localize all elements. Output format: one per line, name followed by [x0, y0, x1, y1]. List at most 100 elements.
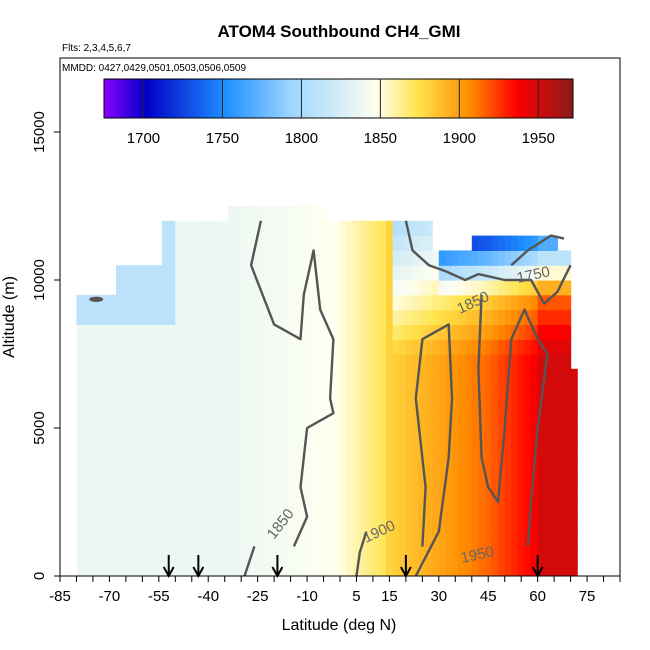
- heatmap-cell: [471, 457, 479, 473]
- heatmap-cell: [168, 442, 176, 459]
- heatmap-cell: [274, 413, 282, 429]
- heatmap-cell: [83, 309, 91, 325]
- heatmap-cell: [313, 546, 321, 562]
- heatmap-cell: [366, 487, 374, 503]
- heatmap-cell: [228, 487, 236, 503]
- heatmap-cell: [307, 516, 315, 533]
- heatmap-cell: [109, 516, 117, 533]
- heatmap-cell: [346, 309, 354, 325]
- heatmap-cell: [116, 383, 124, 399]
- y-tick-label: 10000: [31, 259, 48, 301]
- heatmap-cell: [386, 531, 394, 547]
- heatmap-cell: [445, 413, 453, 429]
- heatmap-cell: [76, 561, 84, 576]
- heatmap-cell: [498, 531, 506, 547]
- heatmap-cell: [465, 265, 473, 281]
- heatmap-cell: [129, 487, 137, 503]
- heatmap-cell: [280, 383, 288, 399]
- heatmap-cell: [359, 487, 367, 503]
- heatmap-cell: [195, 354, 203, 370]
- heatmap-cell: [452, 383, 460, 399]
- heatmap-cell: [162, 531, 170, 547]
- heatmap-cell: [208, 428, 216, 444]
- x-tick-label: 5: [352, 588, 360, 605]
- heatmap-cell: [438, 309, 446, 325]
- heatmap-cell: [89, 472, 97, 488]
- heatmap-cell: [293, 428, 302, 444]
- heatmap-cell: [76, 398, 84, 414]
- heatmap-cell: [214, 398, 222, 414]
- heatmap-cell: [234, 502, 242, 518]
- heatmap-cell: [353, 324, 361, 340]
- heatmap-cell: [89, 339, 97, 355]
- heatmap-cell: [307, 531, 315, 547]
- heatmap-cell: [326, 442, 334, 459]
- heatmap-cell: [386, 235, 394, 251]
- heatmap-cell: [379, 428, 387, 444]
- heatmap-cell: [175, 324, 183, 340]
- heatmap-cell: [109, 561, 117, 576]
- heatmap-cell: [438, 561, 446, 576]
- heatmap-cell: [234, 531, 242, 547]
- heatmap-cell: [241, 413, 249, 429]
- heatmap-cell: [109, 398, 117, 414]
- heatmap-cell: [293, 339, 302, 355]
- heatmap-cell: [280, 294, 288, 311]
- heatmap-cell: [537, 368, 545, 385]
- heatmap-cell: [260, 531, 269, 547]
- heatmap-cell: [511, 309, 519, 325]
- heatmap-cell: [175, 561, 183, 576]
- heatmap-cell: [544, 250, 552, 266]
- heatmap-cell: [531, 516, 539, 533]
- heatmap-cell: [287, 309, 295, 325]
- heatmap-cell: [419, 472, 427, 488]
- heatmap-cell: [162, 546, 170, 562]
- heatmap-cell: [432, 398, 440, 414]
- heatmap-cell: [214, 235, 222, 251]
- heatmap-cell: [557, 531, 565, 547]
- heatmap-cell: [372, 235, 381, 251]
- heatmap-cell: [386, 309, 394, 325]
- heatmap-cell: [353, 383, 361, 399]
- heatmap-cell: [379, 472, 387, 488]
- heatmap-cell: [188, 280, 196, 296]
- heatmap-cell: [247, 309, 255, 325]
- heatmap-cell: [326, 413, 334, 429]
- heatmap-cell: [129, 413, 137, 429]
- heatmap-cell: [293, 280, 302, 296]
- heatmap-cell: [524, 457, 532, 473]
- heatmap-cell: [386, 324, 394, 340]
- heatmap-cell: [458, 546, 466, 562]
- heatmap-cell: [392, 487, 400, 503]
- heatmap-cell: [366, 502, 374, 518]
- heatmap-cell: [333, 472, 341, 488]
- heatmap-cell: [300, 561, 308, 576]
- heatmap-cell: [465, 250, 473, 266]
- heatmap-cell: [564, 472, 572, 488]
- heatmap-cell: [524, 280, 532, 296]
- heatmap-cell: [181, 220, 190, 237]
- heatmap-cell: [537, 309, 545, 325]
- heatmap-cell: [372, 280, 381, 296]
- x-axis: -85 -70 -55 -40 -25 -10 5 15 30 45 60 75: [49, 576, 621, 605]
- heatmap-cell: [188, 294, 196, 311]
- heatmap-cell: [221, 324, 229, 340]
- heatmap-cell: [557, 280, 565, 296]
- heatmap-cell: [287, 413, 295, 429]
- heatmap-cell: [221, 561, 229, 576]
- heatmap-cell: [83, 428, 91, 444]
- heatmap-cell: [228, 354, 236, 370]
- heatmap-cell: [438, 250, 446, 266]
- heatmap-cell: [313, 413, 321, 429]
- heatmap-cell: [89, 398, 97, 414]
- heatmap-cell: [234, 516, 242, 533]
- heatmap-cell: [307, 398, 315, 414]
- heatmap-cell: [537, 250, 545, 266]
- heatmap-cell: [392, 398, 400, 414]
- heatmap-cell: [254, 487, 262, 503]
- heatmap-cell: [274, 250, 282, 266]
- heatmap-cell: [109, 339, 117, 355]
- heatmap-cell: [353, 235, 361, 251]
- heatmap-cell: [109, 368, 117, 385]
- heatmap-cell: [386, 546, 394, 562]
